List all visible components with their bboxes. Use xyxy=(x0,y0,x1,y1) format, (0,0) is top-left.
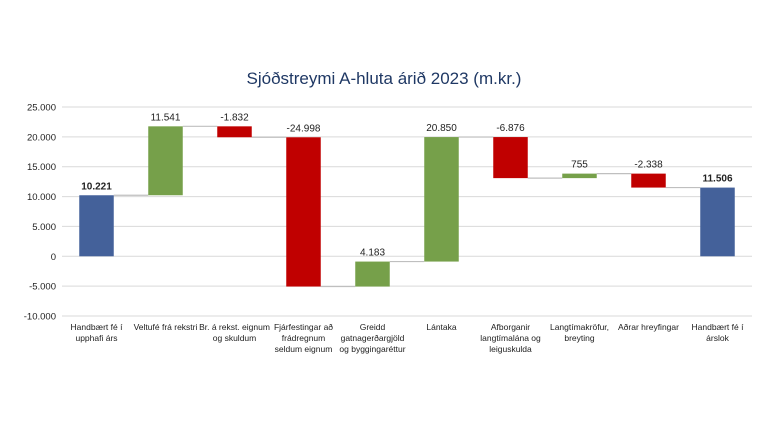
x-axis: Handbært fé í upphafi árs Veltufé frá reks… xyxy=(71,322,745,354)
bar-9 xyxy=(631,173,666,188)
y-tick-label: 10.000 xyxy=(27,192,56,203)
x-tick-label: Greidd gatnagerðargjöld og byggingaréttur xyxy=(339,322,405,354)
x-tick-label: Handbært fé í árslok xyxy=(692,322,745,343)
y-tick-label: 0 xyxy=(51,252,56,263)
data-label: 10.221 xyxy=(81,181,112,192)
data-label: -24.998 xyxy=(287,123,321,134)
data-label: 20.850 xyxy=(426,123,457,134)
bars xyxy=(79,126,735,287)
y-tick-label: 15.000 xyxy=(27,162,56,173)
y-tick-label: 20.000 xyxy=(27,132,56,143)
bar-6 xyxy=(424,137,459,262)
bar-1 xyxy=(79,195,114,257)
data-label: 4.183 xyxy=(360,248,385,259)
x-tick-label: Veltufé frá rekstri xyxy=(134,322,198,332)
data-label: -6.876 xyxy=(496,123,525,134)
y-axis: 25.000 20.000 15.000 10.000 5.000 0 -5.000 -10.… xyxy=(24,103,56,323)
data-label: 11.541 xyxy=(151,112,181,123)
y-tick-label: 25.000 xyxy=(27,103,56,114)
bar-2 xyxy=(148,126,183,196)
x-tick-label: Fjárfestingar að frádregnum seldum eignum xyxy=(274,322,333,354)
bar-10 xyxy=(700,187,735,257)
y-tick-label: -5.000 xyxy=(29,282,56,293)
x-tick-label: Afborganir langtímalána og leiguskulda xyxy=(480,322,541,354)
data-label: -1.832 xyxy=(220,112,249,123)
chart-title: Sjóðstreymi A-hluta árið 2023 (m.kr.) xyxy=(247,69,522,88)
connector-lines xyxy=(113,125,701,288)
data-label: 11.506 xyxy=(702,174,732,185)
bar-7 xyxy=(493,137,528,179)
x-tick-label: Lántaka xyxy=(426,322,457,332)
data-label: -2.338 xyxy=(634,160,663,171)
x-tick-label: Br. á rekst. eignum og skuldum xyxy=(199,322,270,343)
x-tick-label: Aðrar hreyfingar xyxy=(618,322,679,332)
data-label: 755 xyxy=(571,160,588,171)
x-tick-label: Langtímakröfur, breyting xyxy=(550,322,609,343)
bar-8 xyxy=(562,173,597,179)
y-tick-label: -10.000 xyxy=(24,312,56,323)
bar-3 xyxy=(217,126,252,138)
y-tick-label: 5.000 xyxy=(32,222,56,233)
bar-5 xyxy=(355,261,390,287)
data-labels: 10.221 11.541 -1.832 -24.998 4.183 20.850 -6.8… xyxy=(81,112,733,258)
bar-4 xyxy=(286,137,321,287)
x-tick-label: Handbært fé í upphafi árs xyxy=(71,322,124,343)
